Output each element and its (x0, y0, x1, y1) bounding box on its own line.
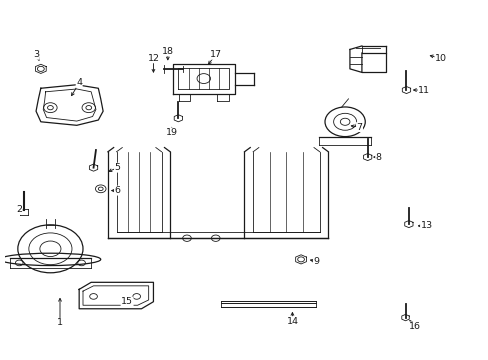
Text: 9: 9 (313, 257, 319, 266)
Text: 18: 18 (162, 47, 173, 56)
Text: 15: 15 (121, 297, 133, 306)
Text: 4: 4 (76, 78, 82, 87)
Text: 11: 11 (417, 86, 429, 95)
Text: 12: 12 (147, 54, 159, 63)
Text: 19: 19 (165, 128, 177, 137)
Text: 1: 1 (57, 318, 63, 327)
Text: 3: 3 (33, 50, 39, 59)
Text: 8: 8 (375, 153, 381, 162)
Text: 17: 17 (209, 50, 221, 59)
Text: 2: 2 (16, 206, 22, 215)
Text: 6: 6 (114, 186, 120, 195)
Text: 14: 14 (286, 317, 298, 325)
Text: 10: 10 (434, 54, 446, 63)
Text: 7: 7 (356, 123, 362, 132)
Text: 16: 16 (408, 322, 420, 331)
Text: 13: 13 (420, 221, 432, 230)
Text: 5: 5 (114, 163, 120, 172)
